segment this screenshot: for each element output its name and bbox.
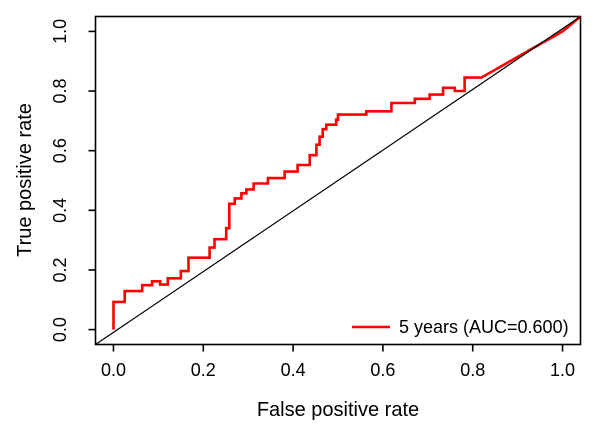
- x-axis-title: False positive rate: [257, 399, 419, 421]
- x-tick-label: 0.0: [101, 360, 126, 380]
- x-tick-label: 1.0: [550, 360, 575, 380]
- y-tick-label: 0.6: [50, 138, 70, 163]
- plot-frame: [94, 15, 582, 346]
- x-tick-label: 0.2: [191, 360, 216, 380]
- y-tick-label: 0.2: [50, 257, 70, 282]
- x-tick-label: 0.4: [281, 360, 306, 380]
- series-layer: [95, 15, 582, 345]
- legend-label: 5 years (AUC=0.600): [399, 317, 569, 337]
- y-tick-label: 0.0: [50, 317, 70, 342]
- y-axis-title: True positive rate: [14, 103, 36, 257]
- y-tick-label: 0.8: [50, 79, 70, 104]
- legend: 5 years (AUC=0.600): [352, 317, 569, 337]
- y-tick-label: 1.0: [50, 19, 70, 44]
- x-tick-label: 0.6: [370, 360, 395, 380]
- roc-curve: [112, 15, 582, 330]
- x-tick-label: 0.8: [460, 360, 485, 380]
- y-tick-label: 0.4: [50, 198, 70, 223]
- chance-diagonal-line: [95, 16, 581, 345]
- axes-layer: 0.0 0.2 0.4 0.6 0.8 1.0 0.0 0.2 0.4 0.6 0.8 1.0: [50, 15, 582, 380]
